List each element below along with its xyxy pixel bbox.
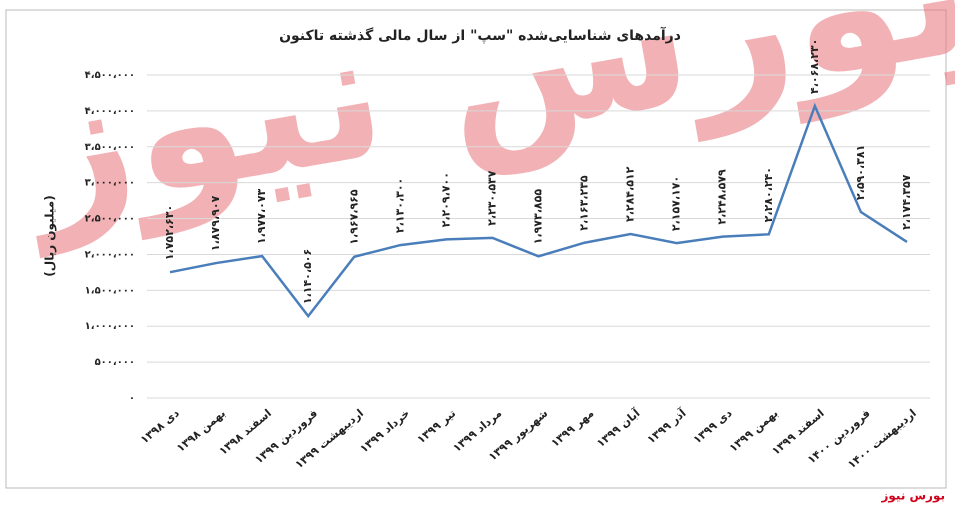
data-label: ۱،۹۷۷،۰۷۳ bbox=[255, 188, 268, 244]
y-tick-label: ۲،۰۰۰،۰۰۰ bbox=[85, 249, 135, 260]
data-label: ۲،۱۶۳،۲۳۵ bbox=[578, 175, 591, 231]
data-label: ۱،۹۷۳،۸۵۵ bbox=[532, 189, 545, 245]
chart-frame bbox=[5, 9, 947, 489]
y-tick-label: ۴،۰۰۰،۰۰۰ bbox=[85, 106, 135, 117]
line bbox=[169, 102, 908, 319]
data-label: ۱،۸۷۹،۹۰۷ bbox=[209, 195, 222, 251]
data-label: ۱،۷۵۲،۶۳۰ bbox=[163, 205, 176, 260]
y-tick-label: ۳،۰۰۰،۰۰۰ bbox=[85, 178, 135, 189]
data-label: ۲،۱۳۰،۳۰۰ bbox=[393, 178, 406, 233]
data-label: ۲،۵۹۰،۳۸۱ bbox=[854, 145, 867, 200]
y-tick-label: ۵۰۰،۰۰۰ bbox=[95, 357, 135, 368]
data-label: ۲،۲۴۸،۵۷۹ bbox=[716, 169, 729, 225]
source: بورس نیوز bbox=[880, 489, 945, 504]
chart-title: درآمدهای شناسایی‌شده "سپ" از سال مالی گذ… bbox=[279, 26, 681, 44]
y-tick-label: ۳،۵۰۰،۰۰۰ bbox=[85, 142, 135, 153]
y-tick-label: ۱،۵۰۰،۰۰۰ bbox=[85, 285, 135, 296]
data-label: ۲،۲۳۰،۵۳۷ bbox=[485, 170, 498, 226]
y-tick-label: ۴،۵۰۰،۰۰۰ bbox=[85, 70, 135, 81]
data-label: ۲،۱۷۴،۳۵۷ bbox=[900, 174, 913, 230]
y-tick-label: ۰ bbox=[129, 393, 135, 404]
data-label: ۱،۱۴۰،۵۰۶ bbox=[301, 249, 314, 304]
data-label: ۱،۹۶۷،۹۶۵ bbox=[347, 189, 360, 245]
data-label: ۲،۲۸۰،۲۴۰ bbox=[762, 167, 775, 222]
data-label: ۲،۲۸۴،۵۱۲ bbox=[624, 166, 637, 222]
y-tick-label: ۲،۵۰۰،۰۰۰ bbox=[85, 214, 135, 225]
y-axis-label: (میلیون ریال) bbox=[43, 195, 58, 276]
y-tick-label: ۱،۰۰۰،۰۰۰ bbox=[85, 321, 135, 332]
data-label: ۲،۲۰۹،۷۰۰ bbox=[439, 172, 452, 227]
data-label: ۴،۰۶۸،۲۳۰ bbox=[808, 39, 821, 94]
data-label: ۲،۱۵۷،۱۷۰ bbox=[670, 176, 683, 231]
